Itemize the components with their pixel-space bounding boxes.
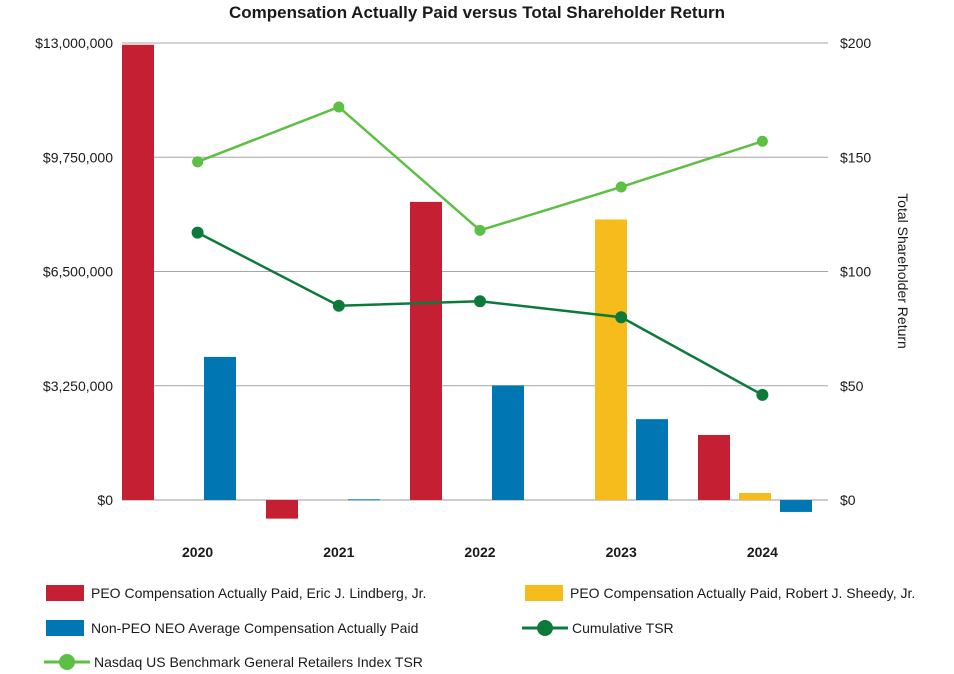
right-tick-label: $0 bbox=[840, 492, 856, 508]
legend-label: Nasdaq US Benchmark General Retailers In… bbox=[94, 654, 423, 670]
x-tick-label: 2020 bbox=[182, 544, 213, 560]
series-point bbox=[615, 311, 628, 324]
bar bbox=[410, 201, 442, 500]
series-point bbox=[474, 295, 486, 308]
legend-label: Cumulative TSR bbox=[572, 620, 674, 636]
bar bbox=[348, 499, 380, 501]
series-point bbox=[192, 156, 204, 168]
bars bbox=[122, 44, 812, 519]
bar bbox=[636, 419, 668, 500]
right-tick-label: $150 bbox=[840, 149, 871, 165]
x-tick-label: 2023 bbox=[606, 544, 637, 560]
left-tick-label: $0 bbox=[97, 492, 113, 508]
bar bbox=[492, 385, 524, 500]
right-tick-label: $50 bbox=[840, 378, 864, 394]
bar bbox=[739, 492, 771, 500]
series-point bbox=[191, 226, 204, 239]
left-tick-label: $13,000,000 bbox=[35, 35, 113, 51]
legend-label: Non-PEO NEO Average Compensation Actuall… bbox=[91, 620, 418, 636]
series-point bbox=[615, 181, 627, 193]
bar bbox=[780, 500, 812, 512]
x-tick-label: 2022 bbox=[464, 544, 495, 560]
series-line bbox=[197, 231, 764, 396]
bar bbox=[595, 219, 627, 501]
right-tick-label: $100 bbox=[840, 264, 871, 280]
x-tick-label: 2024 bbox=[747, 544, 778, 560]
legend: PEO Compensation Actually Paid, Eric J. … bbox=[44, 585, 915, 670]
bar bbox=[698, 434, 730, 500]
legend-swatch bbox=[46, 585, 84, 601]
bar bbox=[266, 500, 298, 519]
series-line bbox=[197, 105, 763, 232]
bar bbox=[204, 356, 236, 500]
lines bbox=[191, 101, 769, 401]
bar bbox=[122, 44, 154, 500]
legend-swatch bbox=[525, 585, 563, 601]
right-axis-title: Total Shareholder Return bbox=[895, 193, 911, 349]
legend-swatch-marker bbox=[537, 620, 553, 636]
left-axis-tick-labels: $0 $3,250,000 $6,500,000 $9,750,000 $13,000,… bbox=[35, 35, 113, 508]
series-point bbox=[332, 299, 345, 312]
x-tick-label: 2021 bbox=[323, 544, 354, 560]
legend-swatch bbox=[46, 620, 84, 636]
left-tick-label: $6,500,000 bbox=[43, 264, 113, 280]
legend-label: PEO Compensation Actually Paid, Eric J. … bbox=[91, 585, 426, 601]
left-tick-label: $9,750,000 bbox=[43, 149, 113, 165]
series-point bbox=[756, 135, 768, 147]
chart-title: Compensation Actually Paid versus Total … bbox=[229, 3, 725, 22]
right-axis-tick-labels: $0 $50 $100 $150 $200 bbox=[840, 35, 871, 508]
x-axis-tick-labels: 2020 2021 2022 2023 2024 bbox=[182, 544, 778, 560]
left-tick-label: $3,250,000 bbox=[43, 378, 113, 394]
series-point bbox=[756, 388, 769, 401]
legend-label: PEO Compensation Actually Paid, Robert J… bbox=[570, 585, 915, 601]
series-point bbox=[333, 101, 345, 113]
right-tick-label: $200 bbox=[840, 35, 871, 51]
legend-swatch-marker bbox=[59, 654, 75, 670]
series-point bbox=[474, 224, 486, 236]
